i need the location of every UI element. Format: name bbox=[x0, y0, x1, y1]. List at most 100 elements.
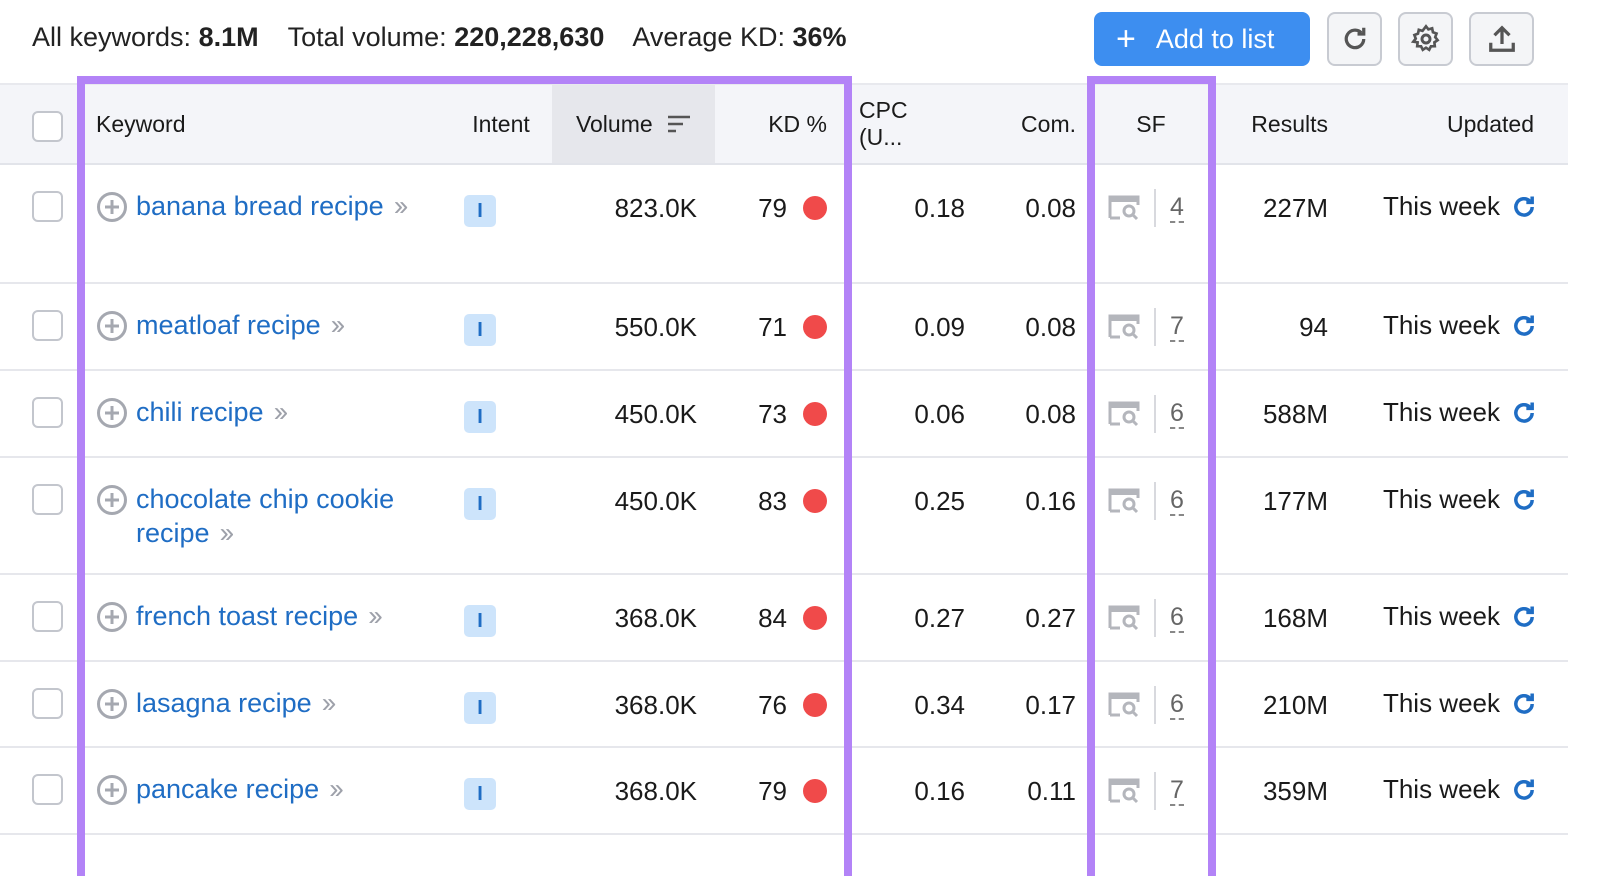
table-row: pancake recipe ›› I 368.0K 79 0.16 0.11 7… bbox=[0, 747, 1568, 835]
highlight-sf bbox=[1087, 76, 1216, 876]
sf-count[interactable]: 4 bbox=[1170, 193, 1184, 223]
volume-cell: 550.0K bbox=[552, 283, 715, 371]
kd-dot-icon bbox=[803, 402, 827, 426]
kd-value: 79 bbox=[758, 193, 787, 223]
table-row: chocolate chip cookie recipe ›› I 450.0K … bbox=[0, 457, 1568, 575]
table-row: french toast recipe ›› I 368.0K 84 0.27 0… bbox=[0, 574, 1568, 662]
keyword-link[interactable]: lasagna recipe bbox=[136, 688, 312, 718]
volume-cell: 368.0K bbox=[552, 661, 715, 748]
table-header: Keyword Intent Volume KD % CPC (U... Com… bbox=[0, 83, 1568, 165]
com-cell: 0.11 bbox=[975, 747, 1090, 835]
sf-count[interactable]: 6 bbox=[1170, 603, 1184, 633]
volume-cell: 450.0K bbox=[552, 370, 715, 458]
add-keyword-icon[interactable] bbox=[96, 310, 128, 342]
select-all-checkbox[interactable] bbox=[32, 110, 63, 142]
updated-text: This week bbox=[1382, 688, 1500, 718]
serp-features-icon[interactable] bbox=[1108, 313, 1140, 341]
add-keyword-icon[interactable] bbox=[96, 397, 128, 429]
cpc-cell: 0.06 bbox=[845, 370, 975, 458]
refresh-icon[interactable] bbox=[1510, 776, 1538, 804]
refresh-icon[interactable] bbox=[1510, 603, 1538, 631]
keyword-link[interactable]: banana bread recipe bbox=[136, 191, 384, 221]
upload-icon bbox=[1488, 25, 1515, 52]
intent-badge: I bbox=[464, 314, 496, 346]
kd-value: 71 bbox=[758, 312, 787, 342]
refresh-icon[interactable] bbox=[1510, 193, 1538, 221]
row-checkbox[interactable] bbox=[32, 484, 63, 515]
serp-features-icon[interactable] bbox=[1108, 400, 1140, 428]
keyword-link[interactable]: meatloaf recipe bbox=[136, 310, 321, 340]
col-com[interactable]: Com. bbox=[975, 83, 1090, 165]
row-checkbox[interactable] bbox=[32, 601, 63, 632]
intent-badge: I bbox=[464, 488, 496, 520]
keyword-link[interactable]: chocolate chip cookie recipe bbox=[136, 484, 395, 548]
sf-count[interactable]: 7 bbox=[1170, 312, 1184, 342]
kd-dot-icon bbox=[803, 489, 827, 513]
col-updated[interactable]: Updated bbox=[1340, 83, 1568, 165]
cpc-cell: 0.16 bbox=[845, 747, 975, 835]
refresh-icon[interactable] bbox=[1510, 486, 1538, 514]
divider bbox=[1154, 772, 1156, 810]
cpc-cell: 0.27 bbox=[845, 574, 975, 662]
all-keywords-value: 8.1M bbox=[198, 22, 259, 52]
total-volume-label: Total volume: bbox=[287, 22, 447, 52]
keywords-table: Keyword Intent Volume KD % CPC (U... Com… bbox=[0, 83, 1568, 835]
add-to-list-button[interactable]: + Add to list bbox=[1094, 12, 1310, 66]
divider bbox=[1154, 686, 1156, 724]
kd-dot-icon bbox=[803, 779, 827, 803]
col-kd[interactable]: KD % bbox=[715, 83, 845, 165]
add-keyword-icon[interactable] bbox=[96, 601, 128, 633]
plus-icon: + bbox=[1116, 20, 1136, 58]
export-button[interactable] bbox=[1469, 12, 1534, 66]
refresh-icon[interactable] bbox=[1510, 399, 1538, 427]
row-checkbox[interactable] bbox=[32, 688, 63, 719]
serp-features-icon[interactable] bbox=[1108, 487, 1140, 515]
add-keyword-icon[interactable] bbox=[96, 484, 128, 516]
com-cell: 0.27 bbox=[975, 574, 1090, 662]
cpc-cell: 0.18 bbox=[845, 164, 975, 284]
row-checkbox[interactable] bbox=[32, 310, 63, 341]
add-keyword-icon[interactable] bbox=[96, 774, 128, 806]
sf-count[interactable]: 6 bbox=[1170, 690, 1184, 720]
sf-count[interactable]: 6 bbox=[1170, 486, 1184, 516]
cpc-cell: 0.34 bbox=[845, 661, 975, 748]
col-cpc[interactable]: CPC (U... bbox=[845, 83, 975, 165]
keyword-link[interactable]: chili recipe bbox=[136, 397, 264, 427]
sort-desc-icon bbox=[668, 115, 691, 132]
settings-button[interactable] bbox=[1398, 12, 1453, 66]
add-keyword-icon[interactable] bbox=[96, 191, 128, 223]
col-sf[interactable]: SF bbox=[1090, 83, 1212, 165]
refresh-icon bbox=[1344, 27, 1365, 50]
row-checkbox[interactable] bbox=[32, 191, 63, 222]
updated-text: This week bbox=[1382, 191, 1500, 221]
com-cell: 0.08 bbox=[975, 164, 1090, 284]
sf-count[interactable]: 6 bbox=[1170, 399, 1184, 429]
col-keyword[interactable]: Keyword bbox=[82, 83, 450, 165]
gear-icon bbox=[1410, 24, 1440, 52]
updated-text: This week bbox=[1382, 774, 1500, 804]
serp-features-icon[interactable] bbox=[1108, 604, 1140, 632]
add-to-list-label: Add to list bbox=[1155, 23, 1275, 54]
refresh-button[interactable] bbox=[1327, 12, 1382, 66]
add-keyword-icon[interactable] bbox=[96, 688, 128, 720]
com-cell: 0.16 bbox=[975, 457, 1090, 575]
volume-cell: 368.0K bbox=[552, 574, 715, 662]
updated-text: This week bbox=[1382, 310, 1500, 340]
refresh-icon[interactable] bbox=[1510, 312, 1538, 340]
row-checkbox[interactable] bbox=[32, 774, 63, 805]
col-volume[interactable]: Volume bbox=[552, 83, 715, 165]
serp-features-icon[interactable] bbox=[1108, 194, 1140, 222]
col-results[interactable]: Results bbox=[1212, 83, 1340, 165]
keyword-link[interactable]: french toast recipe bbox=[136, 601, 359, 631]
divider bbox=[1154, 308, 1156, 346]
intent-badge: I bbox=[464, 605, 496, 637]
sf-count[interactable]: 7 bbox=[1170, 776, 1184, 806]
serp-features-icon[interactable] bbox=[1108, 777, 1140, 805]
refresh-icon[interactable] bbox=[1510, 690, 1538, 718]
intent-badge: I bbox=[464, 195, 496, 227]
keyword-link[interactable]: pancake recipe bbox=[136, 774, 320, 804]
row-checkbox[interactable] bbox=[32, 397, 63, 428]
col-intent[interactable]: Intent bbox=[450, 83, 552, 165]
volume-cell: 368.0K bbox=[552, 747, 715, 835]
serp-features-icon[interactable] bbox=[1108, 691, 1140, 719]
